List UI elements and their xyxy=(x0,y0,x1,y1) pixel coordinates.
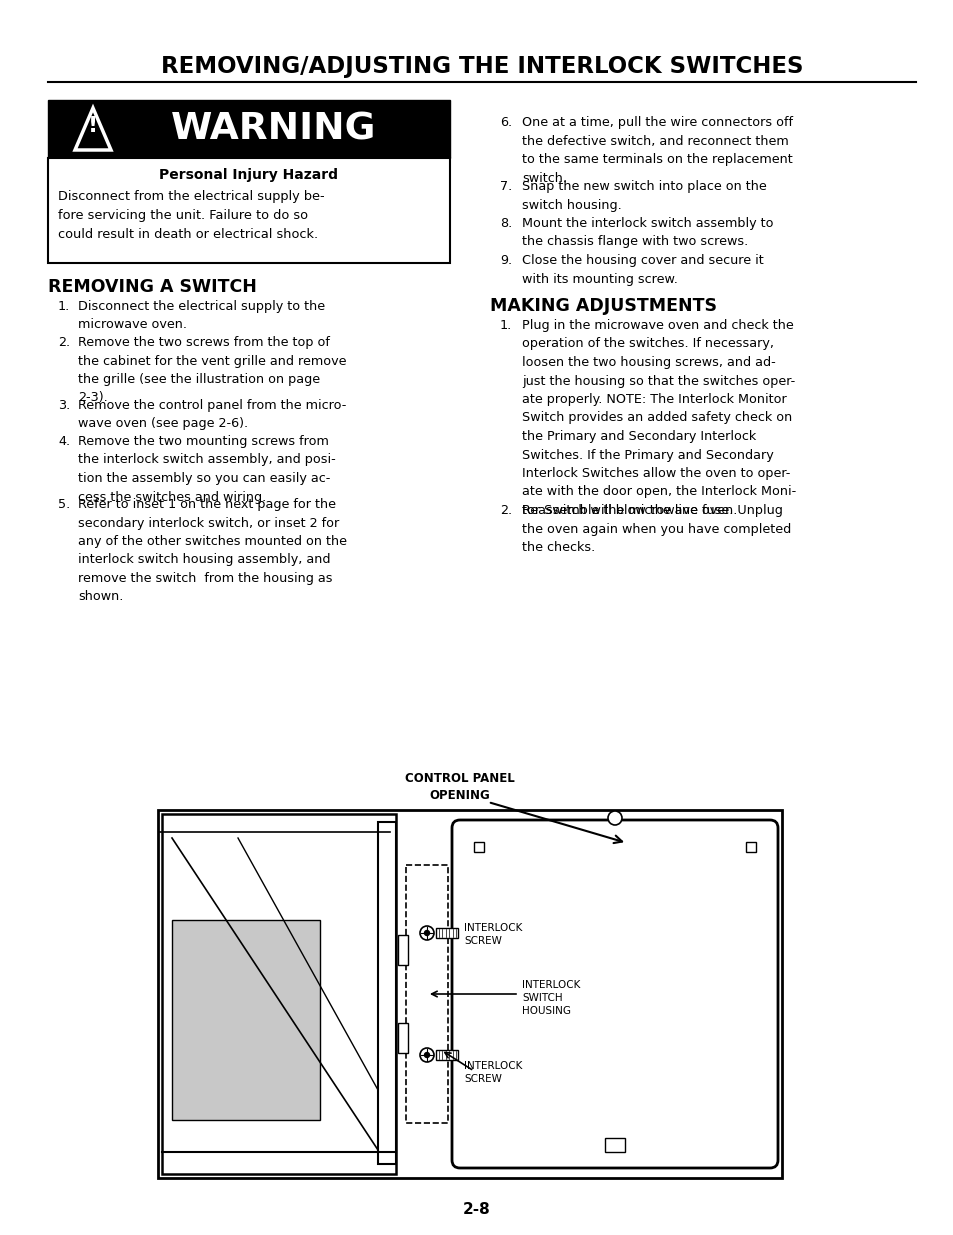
Text: 1.: 1. xyxy=(58,300,71,312)
Text: 2-8: 2-8 xyxy=(462,1203,491,1218)
Bar xyxy=(604,1137,624,1152)
Text: INTERLOCK
SWITCH
HOUSING: INTERLOCK SWITCH HOUSING xyxy=(521,981,579,1015)
Text: Close the housing cover and secure it
with its mounting screw.: Close the housing cover and secure it wi… xyxy=(521,254,763,285)
Text: One at a time, pull the wire connectors off
the defective switch, and reconnect : One at a time, pull the wire connectors … xyxy=(521,116,792,184)
Text: Reassemble the microwave oven.: Reassemble the microwave oven. xyxy=(521,505,737,517)
Text: REMOVING A SWITCH: REMOVING A SWITCH xyxy=(48,278,256,296)
Text: Remove the two mounting screws from
the interlock switch assembly, and posi-
tio: Remove the two mounting screws from the … xyxy=(78,435,335,504)
Text: Refer to inset 1 on the next page for the
secondary interlock switch, or inset 2: Refer to inset 1 on the next page for th… xyxy=(78,498,347,604)
Polygon shape xyxy=(75,107,111,149)
Polygon shape xyxy=(162,814,395,1174)
Text: INTERLOCK
SCREW: INTERLOCK SCREW xyxy=(463,1061,522,1084)
Text: Plug in the microwave oven and check the
operation of the switches. If necessary: Plug in the microwave oven and check the… xyxy=(521,319,796,555)
Text: WARNING: WARNING xyxy=(171,112,375,148)
Text: 5.: 5. xyxy=(58,498,71,511)
Text: REMOVING/ADJUSTING THE INTERLOCK SWITCHES: REMOVING/ADJUSTING THE INTERLOCK SWITCHE… xyxy=(161,56,802,78)
Polygon shape xyxy=(48,158,450,263)
Text: CONTROL PANEL
OPENING: CONTROL PANEL OPENING xyxy=(405,772,515,802)
Text: 1.: 1. xyxy=(499,319,512,332)
Text: MAKING ADJUSTMENTS: MAKING ADJUSTMENTS xyxy=(490,296,717,315)
Text: 7.: 7. xyxy=(499,180,512,193)
Text: 8.: 8. xyxy=(499,217,512,230)
Text: 4.: 4. xyxy=(58,435,71,448)
Polygon shape xyxy=(406,864,448,1123)
Circle shape xyxy=(424,930,429,935)
Polygon shape xyxy=(48,100,450,158)
Text: 2.: 2. xyxy=(499,505,512,517)
Circle shape xyxy=(419,926,434,940)
FancyBboxPatch shape xyxy=(452,820,778,1168)
Circle shape xyxy=(607,811,621,825)
Text: Remove the two screws from the top of
the cabinet for the vent grille and remove: Remove the two screws from the top of th… xyxy=(78,336,346,405)
Text: 3.: 3. xyxy=(58,399,71,412)
Text: INTERLOCK
SCREW: INTERLOCK SCREW xyxy=(463,923,522,946)
Circle shape xyxy=(424,1052,429,1057)
Bar xyxy=(377,823,395,1165)
Text: Disconnect the electrical supply to the
microwave oven.: Disconnect the electrical supply to the … xyxy=(78,300,325,331)
Text: Mount the interlock switch assembly to
the chassis flange with two screws.: Mount the interlock switch assembly to t… xyxy=(521,217,773,248)
Circle shape xyxy=(419,1049,434,1062)
Bar xyxy=(397,1023,408,1053)
Text: 6.: 6. xyxy=(499,116,512,128)
Polygon shape xyxy=(158,810,781,1178)
Text: Remove the control panel from the micro-
wave oven (see page 2-6).: Remove the control panel from the micro-… xyxy=(78,399,346,431)
Bar xyxy=(436,927,457,939)
Text: 9.: 9. xyxy=(499,254,512,267)
Text: !: ! xyxy=(88,116,98,136)
Text: Snap the new switch into place on the
switch housing.: Snap the new switch into place on the sw… xyxy=(521,180,766,211)
Bar xyxy=(745,842,755,852)
Bar xyxy=(436,1050,457,1060)
Text: 2.: 2. xyxy=(58,336,71,350)
Polygon shape xyxy=(172,920,319,1120)
Bar xyxy=(397,935,408,965)
Text: Disconnect from the electrical supply be-
fore servicing the unit. Failure to do: Disconnect from the electrical supply be… xyxy=(58,190,324,241)
Text: Personal Injury Hazard: Personal Injury Hazard xyxy=(159,168,338,182)
Bar xyxy=(474,842,483,852)
